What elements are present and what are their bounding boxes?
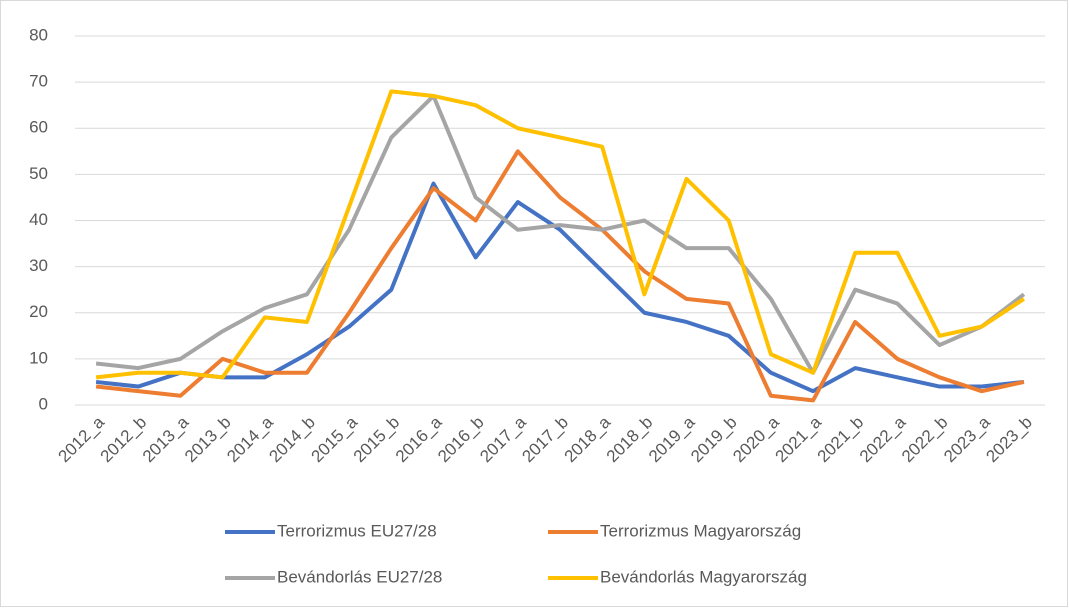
legend-label: Bevándorlás Magyarország [600, 567, 807, 586]
y-tick-label: 20 [29, 302, 48, 321]
y-tick-label: 60 [29, 118, 48, 137]
legend-label: Terrorizmus EU27/28 [277, 521, 437, 540]
y-tick-label: 10 [29, 348, 48, 367]
series-line [95, 181, 1025, 394]
series-line [95, 149, 1025, 403]
y-tick-label: 50 [29, 164, 48, 183]
legend-label: Bevándorlás EU27/28 [277, 567, 442, 586]
y-tick-label: 80 [29, 25, 48, 44]
series-line [95, 93, 1026, 375]
y-tick-label: 40 [29, 210, 48, 229]
y-tick-label: 70 [29, 72, 48, 91]
y-tick-label: 0 [39, 394, 48, 413]
y-tick-label: 30 [29, 256, 48, 275]
legend-label: Terrorizmus Magyarország [600, 521, 801, 540]
series-line [95, 89, 1026, 380]
